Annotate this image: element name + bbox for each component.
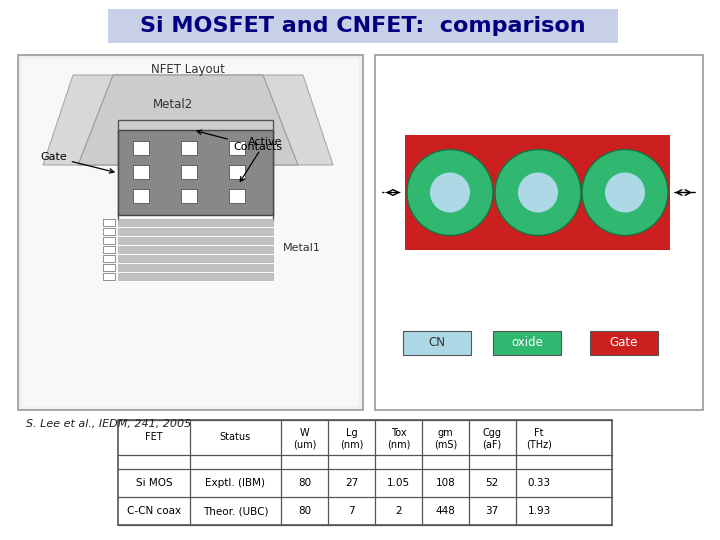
Bar (229, 189, 245, 203)
Bar (118, 130, 273, 215)
Text: FET: FET (145, 433, 163, 442)
Bar (229, 165, 245, 179)
Text: 1.93: 1.93 (528, 506, 551, 516)
Text: 52: 52 (485, 478, 499, 488)
Text: (nm): (nm) (340, 440, 363, 449)
Circle shape (582, 150, 668, 235)
Bar (103, 273, 115, 280)
Text: 2: 2 (395, 506, 402, 516)
Text: Cgg: Cgg (482, 428, 502, 437)
Bar (118, 420, 612, 525)
Text: 27: 27 (345, 478, 358, 488)
Text: S. Lee et al., IEDM, 241, 2005: S. Lee et al., IEDM, 241, 2005 (26, 419, 192, 429)
Bar (405, 135, 670, 250)
Text: Metal2: Metal2 (153, 98, 193, 111)
Bar (103, 264, 115, 271)
Text: 7: 7 (348, 506, 355, 516)
Circle shape (605, 172, 645, 213)
Text: Status: Status (220, 433, 251, 442)
Text: W: W (300, 428, 310, 437)
Bar (103, 237, 115, 244)
Text: Theor. (UBC): Theor. (UBC) (202, 506, 268, 516)
Text: 0.33: 0.33 (528, 478, 551, 488)
Text: (um): (um) (293, 440, 316, 449)
Text: CN: CN (428, 336, 446, 349)
Text: (THz): (THz) (526, 440, 552, 449)
Text: oxide: oxide (511, 336, 543, 349)
Bar (181, 165, 197, 179)
Polygon shape (78, 75, 298, 165)
Bar (590, 331, 658, 355)
Text: NFET Layout: NFET Layout (151, 64, 225, 77)
Text: C-CN coax: C-CN coax (127, 506, 181, 516)
Bar (103, 246, 115, 253)
Bar (118, 255, 273, 262)
Bar (118, 273, 273, 280)
Bar (181, 141, 197, 155)
Text: 108: 108 (436, 478, 455, 488)
Text: (nm): (nm) (387, 440, 410, 449)
Text: Si MOS: Si MOS (135, 478, 172, 488)
Bar (181, 189, 197, 203)
Text: (mS): (mS) (433, 440, 457, 449)
Text: Tox: Tox (390, 428, 406, 437)
Bar (493, 331, 561, 355)
Text: Si MOSFET and CNFET:  comparison: Si MOSFET and CNFET: comparison (140, 16, 586, 36)
Bar (133, 141, 149, 155)
Bar (403, 331, 471, 355)
Bar (133, 165, 149, 179)
Circle shape (407, 150, 493, 235)
Text: (aF): (aF) (482, 440, 502, 449)
Bar (22, 59, 359, 406)
Bar (118, 120, 273, 220)
Bar (133, 189, 149, 203)
Text: 1.05: 1.05 (387, 478, 410, 488)
Text: 37: 37 (485, 506, 499, 516)
Circle shape (430, 172, 470, 213)
Bar (229, 141, 245, 155)
Polygon shape (43, 75, 333, 165)
Text: Exptl. (IBM): Exptl. (IBM) (205, 478, 266, 488)
Bar (103, 228, 115, 235)
Circle shape (518, 172, 558, 213)
Bar (375, 55, 703, 410)
Bar (118, 246, 273, 253)
Text: 448: 448 (436, 506, 455, 516)
Text: Contacts: Contacts (197, 130, 282, 152)
Bar (108, 9, 618, 43)
Text: Lg: Lg (346, 428, 357, 437)
Bar (118, 228, 273, 235)
Bar (118, 237, 273, 244)
Text: 80: 80 (298, 506, 311, 516)
Bar (118, 264, 273, 271)
Text: Gate: Gate (610, 336, 638, 349)
Text: Metal1: Metal1 (283, 243, 321, 253)
Bar (18, 55, 363, 410)
Bar (118, 219, 273, 226)
Text: Active: Active (240, 137, 282, 181)
Bar (103, 255, 115, 262)
Circle shape (495, 150, 581, 235)
Text: 80: 80 (298, 478, 311, 488)
Text: gm: gm (438, 428, 453, 437)
Text: Ft: Ft (534, 428, 544, 437)
Text: Gate: Gate (40, 152, 114, 173)
Bar (103, 219, 115, 226)
